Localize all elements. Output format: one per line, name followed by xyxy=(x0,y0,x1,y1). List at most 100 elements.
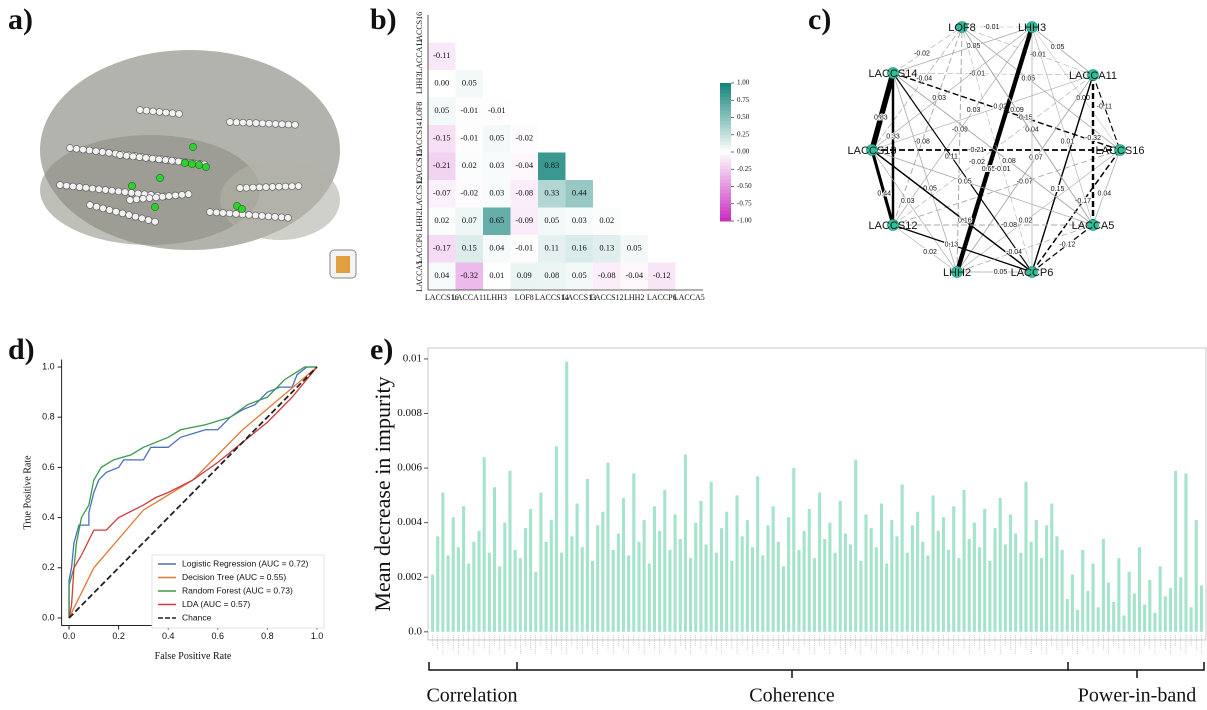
x-tick-label: LHH2 xyxy=(624,293,644,302)
cell-label: -0.32 xyxy=(460,270,478,280)
bar xyxy=(1034,519,1038,632)
edge-label: 0.04 xyxy=(1025,127,1039,134)
electrode xyxy=(155,108,164,116)
heatmap-cell xyxy=(538,262,566,290)
heatmap-cell xyxy=(428,235,456,263)
bar xyxy=(689,558,693,632)
roc-line xyxy=(68,366,317,618)
y-tick-label: 0.008 xyxy=(397,407,422,419)
y-axis-label: True Positive Rate xyxy=(22,455,33,530)
electrode xyxy=(101,186,110,194)
bar xyxy=(740,536,744,632)
electrode-active xyxy=(156,174,164,182)
heatmap-cell xyxy=(510,235,538,263)
edge-label: -0.02 xyxy=(914,51,930,58)
bar xyxy=(482,457,486,632)
bar xyxy=(647,563,651,632)
y-tick-label: 0.004 xyxy=(397,516,422,528)
bar xyxy=(1014,533,1018,632)
x-tick-label: LHH3 xyxy=(487,293,507,302)
electrode xyxy=(155,155,163,164)
bar xyxy=(1101,539,1105,632)
heatmap-cell xyxy=(455,235,483,263)
bar xyxy=(503,522,507,632)
electrode xyxy=(151,218,159,226)
electrode xyxy=(114,187,123,196)
cell-label: 0.02 xyxy=(434,215,449,225)
bar xyxy=(668,549,672,632)
edge xyxy=(871,26,963,151)
legend-label: Decision Tree (AUC = 0.55) xyxy=(182,572,286,582)
colorbar-tick-label: -1.00 xyxy=(737,217,752,225)
bar xyxy=(998,498,1002,632)
edge xyxy=(871,74,1094,151)
electrode xyxy=(252,119,260,127)
edge-label: 0.44 xyxy=(877,190,891,197)
edge-label: 0.05 xyxy=(958,178,972,185)
panel-e-brackets xyxy=(428,662,1205,678)
edge-label: 0.02 xyxy=(993,103,1007,110)
heatmap-cell xyxy=(428,207,456,235)
node-label: LACCS13 xyxy=(848,145,897,157)
x-tick-label: 0.4 xyxy=(162,631,175,641)
edge xyxy=(1031,74,1094,273)
bar xyxy=(1091,563,1095,632)
cell-label: 0.02 xyxy=(462,160,477,170)
colorbar-step xyxy=(720,155,731,160)
edge xyxy=(1031,26,1121,151)
electrode xyxy=(132,195,141,204)
bar xyxy=(941,517,945,632)
bar xyxy=(910,525,915,632)
electrode xyxy=(116,151,124,159)
bar xyxy=(879,503,884,632)
bar xyxy=(1065,599,1069,632)
bar xyxy=(1076,609,1080,632)
colorbar-step xyxy=(720,179,731,184)
bar xyxy=(766,525,770,632)
node xyxy=(887,67,899,79)
bracket xyxy=(428,662,518,671)
edge xyxy=(892,26,963,74)
heatmap-cell xyxy=(483,125,511,153)
bar xyxy=(967,539,971,632)
heatmap-cell xyxy=(648,262,676,290)
heatmap-cell xyxy=(483,207,511,235)
y-tick-label: LACCS16 xyxy=(415,12,424,46)
electrode xyxy=(291,121,299,129)
edge-label: -0.09 xyxy=(952,127,968,134)
x-tick-label: LACCA11 xyxy=(452,293,487,302)
bar xyxy=(709,481,713,632)
bar xyxy=(580,547,584,632)
heatmap-cell xyxy=(483,262,511,290)
edge xyxy=(871,26,1033,151)
electrode xyxy=(255,183,264,192)
edge-label: -0.08 xyxy=(1001,222,1017,229)
colorbar-step xyxy=(720,100,731,105)
heatmap-cell xyxy=(455,125,483,153)
bar xyxy=(534,571,538,632)
electrode xyxy=(251,211,260,220)
colorbar-step xyxy=(720,117,731,122)
edge-label: 0.02 xyxy=(1019,218,1033,225)
bar xyxy=(1122,615,1126,632)
bar xyxy=(1137,547,1142,632)
colorbar-tick-label: 0.00 xyxy=(737,148,750,156)
edge xyxy=(892,72,958,273)
heatmap-cell xyxy=(455,152,483,180)
bar xyxy=(1143,604,1147,632)
group-label: Correlation xyxy=(426,685,517,707)
bar xyxy=(781,566,786,632)
bar xyxy=(456,547,460,632)
bar xyxy=(947,549,951,632)
edge-label: 0.07 xyxy=(1029,155,1043,162)
panel-label: e) xyxy=(370,333,393,366)
edge xyxy=(961,26,1033,273)
edge xyxy=(961,26,1121,151)
bar xyxy=(1055,536,1059,632)
bar xyxy=(523,528,528,632)
node xyxy=(956,21,968,33)
cell-label: 0.05 xyxy=(462,78,477,88)
node xyxy=(887,219,899,231)
group-label: Power-in-band xyxy=(1078,685,1196,707)
